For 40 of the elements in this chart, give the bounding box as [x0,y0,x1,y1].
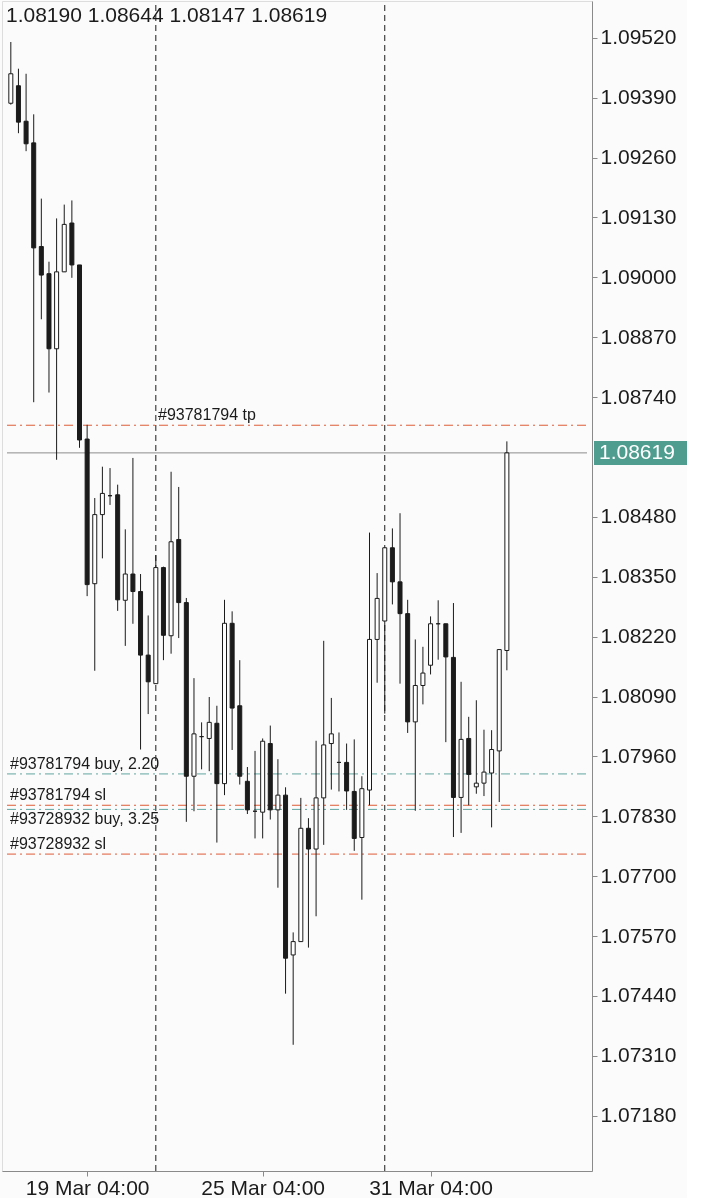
y-tick-label: 1.09390 [600,85,677,109]
y-tick-label: 1.07830 [600,803,677,827]
chart-title: 1.08190 1.08644 1.08147 1.08619 [6,3,328,26]
y-tick-label: 1.07310 [600,1043,677,1067]
y-tick-label: 1.08480 [600,504,677,528]
y-tick-label: 1.08740 [600,384,677,408]
ref-line-label: #93728932 buy, 3.25 [10,810,160,828]
y-tick-label: 1.08350 [600,564,677,588]
ref-line-label: 1.08619 [599,439,675,463]
candlestick [290,931,296,1046]
candlestick [130,457,136,625]
y-tick-label: 1.08870 [600,324,677,348]
y-tick-label: 1.08090 [600,684,677,708]
candlestick [420,646,426,705]
y-tick-label: 1.07570 [600,923,677,947]
y-tick-label: 1.07960 [600,743,677,767]
ref-line-label: #93728932 sl [10,835,107,853]
candlestick [481,729,487,797]
candlestick [99,466,105,559]
ref-line-label: #93781794 buy, 2.20 [10,754,160,772]
y-tick-label: 1.07180 [600,1103,677,1127]
candlestick [328,697,334,791]
x-tick-label: 19 Mar 04:00 [25,1175,150,1199]
ref-line-label: #93781794 sl [10,786,107,804]
candlestick [489,729,495,828]
y-tick-label: 1.09130 [600,205,677,228]
y-tick-label: 1.08220 [600,624,677,648]
candlestick [473,699,479,795]
y-tick-label: 1.07700 [600,863,677,887]
y-tick-label: 1.07440 [600,983,677,1007]
y-tick-label: 1.09000 [600,264,677,288]
candlestick [275,758,281,889]
x-tick-label: 31 Mar 04:00 [369,1175,493,1199]
y-tick-label: 1.09260 [600,145,677,169]
candlestick [23,73,29,152]
candlestick [206,696,212,772]
x-tick-label: 25 Mar 04:00 [201,1175,326,1199]
ref-line-label: #93781794 tp [158,406,256,424]
y-tick-label: 1.09520 [600,25,677,49]
candlestick [305,817,311,949]
